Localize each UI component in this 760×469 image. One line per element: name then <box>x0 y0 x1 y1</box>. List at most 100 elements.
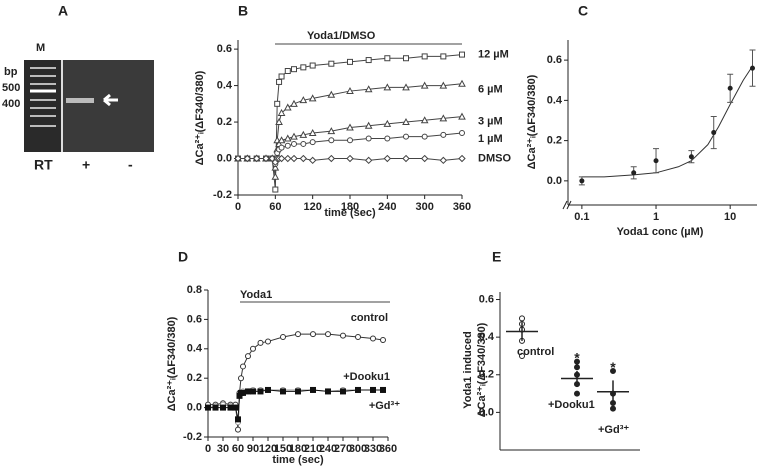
marker <box>252 154 261 163</box>
unit-label: bp <box>4 66 18 78</box>
x-tick-label: 30 <box>217 443 229 455</box>
y-axis-title: ΔCa²⁺ᵢ(ΔF340/380) <box>194 70 206 165</box>
marker <box>440 53 447 60</box>
series-label: 6 µM <box>478 84 503 96</box>
marker <box>240 363 246 370</box>
marker <box>277 154 286 163</box>
marker <box>383 119 392 127</box>
panel-label: B <box>238 3 248 19</box>
y-tick-label: 0.6 <box>217 43 232 55</box>
x-tick-label: 180 <box>289 443 307 455</box>
x-tick-label: 60 <box>269 201 281 213</box>
x-tick-label: 60 <box>232 443 244 455</box>
marker <box>300 64 307 71</box>
marker <box>227 404 234 411</box>
marker <box>295 331 301 338</box>
point <box>574 358 580 365</box>
lane-label: + <box>82 157 90 173</box>
marker <box>402 154 410 163</box>
marker <box>439 114 448 122</box>
marker <box>245 353 251 360</box>
marker <box>365 135 372 142</box>
point <box>579 178 585 184</box>
marker <box>235 416 241 423</box>
marker <box>243 154 252 163</box>
marker <box>459 130 465 136</box>
marker <box>271 163 280 171</box>
point <box>519 352 525 359</box>
category-label: +Dooku1 <box>548 399 595 411</box>
y-tick-label: 0.4 <box>479 331 495 343</box>
y-tick-label: 0.0 <box>479 406 494 418</box>
y-tick-label: 0.2 <box>217 116 232 128</box>
marker <box>328 60 335 67</box>
x-tick-label: 300 <box>349 443 367 455</box>
x-tick-label: 300 <box>415 201 433 213</box>
marker <box>280 334 286 341</box>
marker <box>308 128 317 136</box>
marker <box>290 99 298 107</box>
x-tick-label: 120 <box>303 201 321 213</box>
marker <box>291 140 297 147</box>
marker <box>250 388 256 395</box>
marker <box>439 156 448 165</box>
marker <box>421 53 428 60</box>
marker <box>291 66 297 73</box>
marker <box>265 386 271 393</box>
marker <box>275 118 283 126</box>
marker <box>309 62 316 69</box>
y-tick-label: 0.4 <box>547 94 563 106</box>
x-tick-label: 150 <box>274 443 292 455</box>
marker <box>355 334 361 341</box>
x-tick-label: 360 <box>453 201 471 213</box>
marker <box>290 132 298 140</box>
x-tick-label: 10 <box>724 211 736 223</box>
significance: * <box>610 359 616 375</box>
y-axis-title: ΔCa²⁺ᵢ(ΔF340/380) <box>166 316 178 411</box>
ladder-lane <box>24 60 62 152</box>
marker <box>340 388 346 395</box>
marker <box>370 335 376 342</box>
y-tick-label: 0.2 <box>479 369 494 381</box>
marker <box>459 51 465 58</box>
marker <box>309 139 316 146</box>
panel-label: C <box>578 3 588 19</box>
marker <box>420 154 429 163</box>
size-label: 500 <box>2 82 20 94</box>
marker <box>458 79 466 87</box>
series-label: control <box>351 312 388 324</box>
y-tick-label: 0.0 <box>187 402 202 414</box>
lane-label: - <box>128 157 133 173</box>
point <box>727 85 733 91</box>
marker <box>284 68 291 74</box>
series-label: +Gd³⁺ <box>369 400 400 412</box>
marker <box>403 133 409 140</box>
y-tick-label: 0.0 <box>547 175 562 187</box>
marker <box>308 156 317 165</box>
category-label: control <box>517 346 554 358</box>
band-arrow <box>103 93 118 107</box>
point <box>610 405 616 412</box>
x-tick-label: 360 <box>379 443 397 455</box>
panel-label: E <box>492 249 501 265</box>
marker <box>235 426 241 433</box>
x-tick-label: 1 <box>653 211 659 223</box>
treatment-label: Yoda1/DMSO <box>307 30 376 42</box>
marker <box>274 100 281 107</box>
marker <box>383 83 392 91</box>
marker <box>458 112 466 120</box>
marker <box>234 154 242 163</box>
marker <box>325 331 331 338</box>
x-axis-title: time (sec) <box>324 207 376 219</box>
marker <box>383 154 392 163</box>
point <box>688 154 694 160</box>
marker <box>212 404 219 411</box>
marker <box>420 81 429 89</box>
treatment-label: Yoda1 <box>240 289 272 301</box>
marker <box>300 140 307 147</box>
marker <box>364 156 373 165</box>
x-tick-label: 0 <box>205 443 211 455</box>
point <box>519 315 525 322</box>
marker <box>272 186 279 193</box>
x-tick-label: 120 <box>259 443 277 455</box>
